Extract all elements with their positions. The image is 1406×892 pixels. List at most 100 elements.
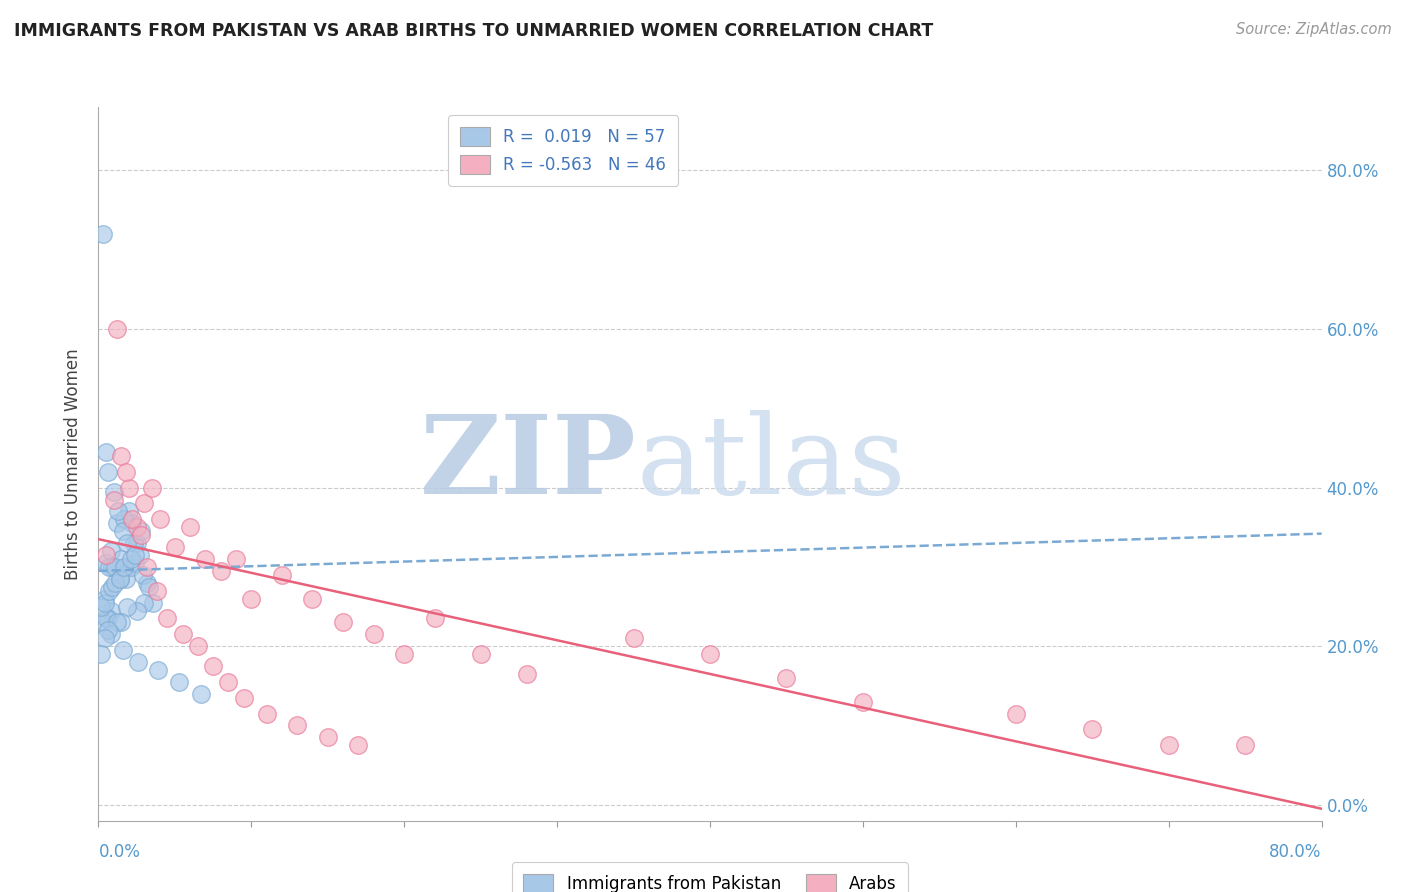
Point (121, 512, 143, 526)
Point (179, 520, 201, 534)
Point (187, 639, 209, 653)
Point (125, 520, 148, 534)
Point (94, 556, 117, 570)
Point (129, 528, 152, 542)
Point (103, 492, 125, 507)
Point (93, 591, 115, 606)
Point (127, 655, 149, 669)
Point (125, 536, 148, 550)
Point (138, 580, 160, 594)
Point (104, 560, 127, 574)
Point (120, 552, 142, 566)
Point (1157, 739, 1180, 753)
Point (98, 560, 121, 574)
Point (142, 596, 165, 610)
Text: Source: ZipAtlas.com: Source: ZipAtlas.com (1236, 22, 1392, 37)
Point (91, 615, 114, 630)
Point (190, 687, 212, 701)
Point (134, 496, 156, 510)
Point (217, 674, 239, 689)
Point (209, 564, 232, 578)
Point (169, 674, 191, 689)
Point (110, 552, 132, 566)
Point (1004, 706, 1026, 721)
Point (101, 560, 124, 574)
Point (112, 512, 135, 526)
Point (516, 667, 538, 681)
Point (156, 611, 179, 625)
Point (94, 611, 117, 625)
Point (117, 536, 139, 550)
Point (132, 567, 155, 582)
Point (112, 560, 135, 574)
Point (145, 583, 167, 598)
Point (121, 516, 143, 531)
Point (285, 718, 308, 732)
Y-axis label: Births to Unmarried Women: Births to Unmarried Women (65, 348, 83, 580)
Point (172, 627, 194, 641)
Text: 80.0%: 80.0% (1270, 843, 1322, 861)
Point (202, 659, 225, 673)
Point (98, 583, 121, 598)
Text: ZIP: ZIP (420, 410, 637, 517)
Point (270, 567, 292, 582)
Point (94, 445, 117, 459)
Point (117, 599, 139, 614)
Point (104, 575, 127, 590)
Text: IMMIGRANTS FROM PAKISTAN VS ARAB BIRTHS TO UNMARRIED WOMEN CORRELATION CHART: IMMIGRANTS FROM PAKISTAN VS ARAB BIRTHS … (14, 22, 934, 40)
Point (363, 627, 385, 641)
Point (470, 647, 492, 661)
Point (149, 512, 172, 526)
Point (97, 465, 120, 479)
Point (122, 536, 145, 550)
Point (111, 524, 134, 539)
Point (775, 671, 797, 685)
Point (103, 484, 125, 499)
Point (256, 706, 278, 721)
Point (100, 544, 122, 558)
Text: 0.0%: 0.0% (98, 843, 141, 861)
Point (124, 548, 146, 562)
Point (107, 504, 129, 518)
Point (94, 548, 117, 562)
Point (1234, 739, 1257, 753)
Point (699, 647, 721, 661)
Point (141, 481, 163, 495)
Point (240, 591, 263, 606)
Point (316, 731, 339, 745)
Point (136, 560, 159, 574)
Point (105, 516, 128, 531)
Point (852, 695, 875, 709)
Point (90, 647, 112, 661)
Point (90, 599, 112, 614)
Point (115, 465, 138, 479)
Point (225, 552, 247, 566)
Point (332, 615, 354, 630)
Legend: Immigrants from Pakistan, Arabs: Immigrants from Pakistan, Arabs (512, 863, 908, 892)
Point (124, 556, 146, 570)
Point (423, 611, 446, 625)
Point (111, 643, 134, 657)
Point (118, 481, 141, 495)
Point (91, 227, 114, 241)
Point (115, 572, 138, 586)
Point (100, 603, 122, 617)
Point (118, 504, 141, 518)
Point (93, 632, 115, 646)
Point (110, 449, 132, 463)
Text: atlas: atlas (637, 410, 907, 517)
Point (232, 690, 254, 705)
Point (1081, 723, 1104, 737)
Point (93, 596, 115, 610)
Point (194, 552, 217, 566)
Point (623, 632, 645, 646)
Point (347, 739, 370, 753)
Point (128, 548, 150, 562)
Point (108, 572, 131, 586)
Point (129, 524, 152, 539)
Point (120, 560, 142, 574)
Point (105, 615, 128, 630)
Point (136, 575, 159, 590)
Point (101, 580, 124, 594)
Point (97, 611, 120, 625)
